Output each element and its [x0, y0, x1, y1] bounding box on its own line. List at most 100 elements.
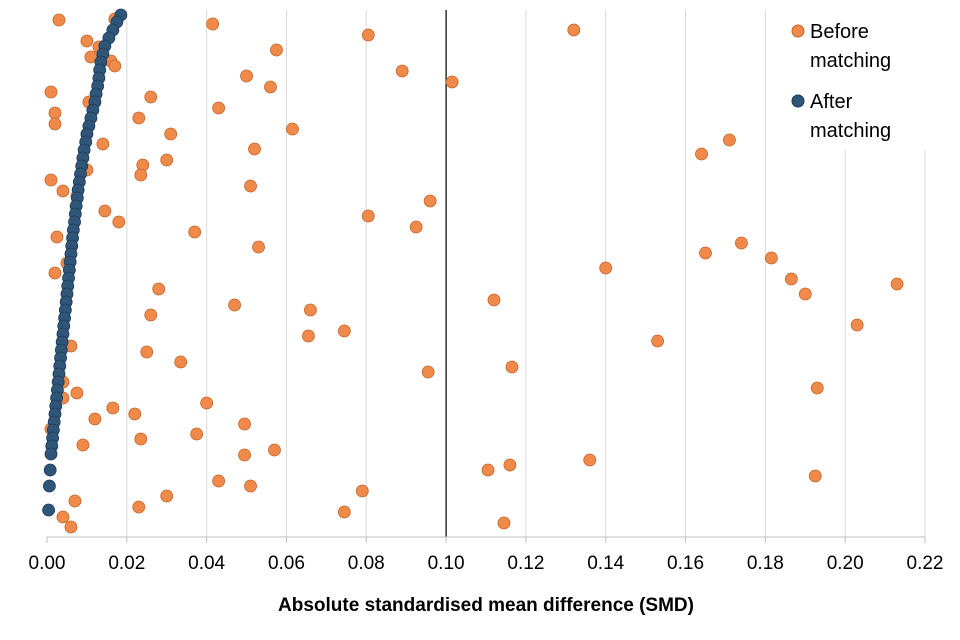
legend-background — [785, 6, 935, 150]
before-point — [355, 484, 369, 498]
before-point — [174, 355, 188, 369]
before-point — [248, 142, 261, 156]
before-point — [599, 261, 613, 275]
before-point — [212, 474, 226, 488]
before-point — [268, 443, 281, 457]
x-tick-label-0.14: 0.14 — [587, 553, 624, 574]
before-point — [212, 101, 226, 115]
before-point — [238, 448, 251, 462]
before-point — [68, 494, 82, 508]
before-point — [140, 345, 154, 359]
before-point — [252, 240, 265, 254]
before-point — [108, 59, 122, 73]
before-point — [132, 500, 146, 514]
before-point — [583, 453, 597, 467]
x-tick-label-0.16: 0.16 — [667, 553, 704, 574]
after-point — [44, 447, 58, 461]
before-point — [395, 64, 409, 78]
x-tick-labels: 0.00 0.02 0.04 0.06 0.08 0.10 0.12 0.14 0.16 0.18… — [29, 553, 944, 574]
before-point — [270, 43, 283, 57]
before-point — [567, 23, 581, 37]
before-point — [206, 17, 220, 31]
before-point — [699, 246, 712, 260]
legend-label-before: Before matching — [810, 21, 891, 72]
x-tick-label-0.06: 0.06 — [268, 553, 305, 574]
before-point — [106, 401, 120, 415]
before-point — [890, 277, 904, 291]
before-point — [88, 412, 102, 426]
before-point — [44, 85, 58, 99]
before-point — [238, 417, 251, 431]
before-point — [96, 137, 110, 151]
before-point — [188, 225, 202, 239]
legend-label-after: After matching — [810, 91, 891, 142]
before-point — [505, 360, 519, 374]
before-point — [244, 479, 257, 493]
before-point — [487, 293, 501, 307]
before-point — [303, 303, 317, 317]
x-tick-label-0.12: 0.12 — [507, 553, 544, 574]
after-matching-series — [42, 8, 128, 517]
x-tick-label-0.18: 0.18 — [747, 553, 784, 574]
before-point — [723, 133, 736, 147]
before-point — [850, 318, 864, 332]
before-point — [784, 272, 798, 286]
before-point — [144, 90, 158, 104]
before-point — [361, 28, 375, 42]
before-point — [764, 251, 778, 265]
before-point — [132, 111, 146, 125]
legend-marker-after — [791, 94, 805, 108]
before-point — [244, 179, 257, 193]
x-axis-title: Absolute standardised mean difference (S… — [278, 595, 694, 616]
before-point — [152, 282, 166, 296]
before-point — [481, 463, 495, 477]
x-tick-label-0.10: 0.10 — [428, 553, 465, 574]
legend-marker-before — [791, 24, 805, 38]
before-point — [76, 438, 90, 452]
before-point — [651, 334, 665, 348]
before-point — [134, 432, 148, 446]
before-point — [503, 458, 517, 472]
before-point — [200, 396, 214, 410]
before-point — [421, 365, 435, 379]
before-point — [48, 106, 62, 120]
before-point — [70, 386, 84, 400]
before-point — [44, 173, 58, 187]
x-tick-label-0.04: 0.04 — [188, 553, 225, 574]
before-point — [286, 122, 299, 136]
before-point — [337, 505, 351, 519]
before-point — [810, 381, 824, 395]
before-point — [48, 117, 62, 131]
before-point — [735, 236, 748, 250]
before-point — [128, 407, 142, 421]
before-point — [337, 324, 351, 338]
before-point — [798, 287, 812, 301]
before-point — [134, 168, 148, 182]
legend-label-after-line-1: After — [810, 91, 853, 113]
before-point — [80, 34, 94, 48]
before-point — [264, 80, 277, 94]
before-point — [160, 489, 174, 503]
legend-label-after-line-2: matching — [810, 120, 891, 142]
before-point — [361, 209, 375, 223]
after-point — [43, 463, 57, 477]
before-point — [240, 69, 253, 83]
before-point — [64, 520, 78, 534]
before-point — [160, 153, 174, 167]
before-point — [52, 13, 66, 27]
x-axis — [46, 536, 926, 543]
x-tick-label-0.08: 0.08 — [348, 553, 385, 574]
after-point — [42, 479, 56, 493]
before-point — [228, 298, 241, 312]
legend-label-before-line-2: matching — [810, 50, 891, 72]
before-point — [497, 516, 511, 530]
before-point — [56, 510, 70, 524]
x-tick-label-0.22: 0.22 — [907, 553, 944, 574]
before-point — [695, 147, 708, 161]
before-point — [48, 266, 62, 280]
legend: Before matching After matching — [785, 6, 935, 150]
x-tick-label-0.20: 0.20 — [827, 553, 864, 574]
before-matching-series — [44, 12, 904, 534]
before-point — [445, 75, 459, 89]
